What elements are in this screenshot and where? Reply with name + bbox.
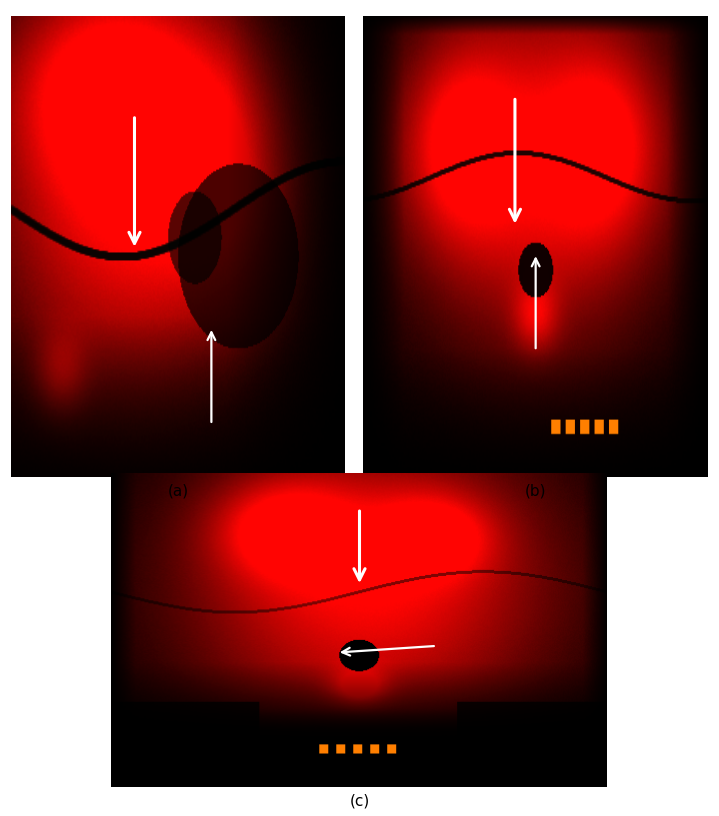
Text: (c): (c) [349, 793, 370, 808]
Text: (a): (a) [168, 483, 189, 498]
Text: (b): (b) [525, 483, 546, 498]
